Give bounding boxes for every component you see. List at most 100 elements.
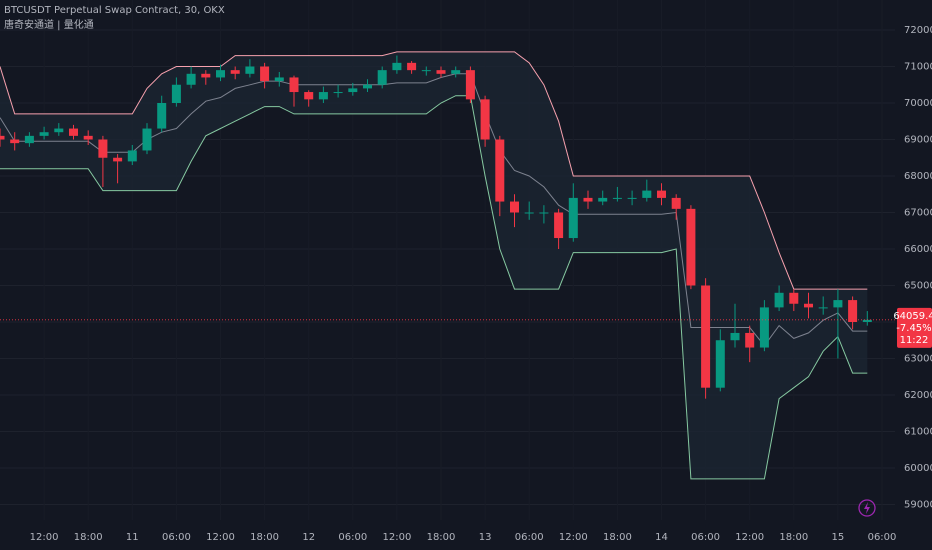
candle-body bbox=[598, 197, 608, 202]
candle-body bbox=[789, 292, 799, 304]
candle-body bbox=[230, 70, 240, 74]
candle-body bbox=[245, 66, 255, 74]
candle-body bbox=[377, 70, 387, 85]
candle-body bbox=[333, 92, 343, 94]
candle-body bbox=[113, 157, 123, 162]
candle-body bbox=[363, 84, 372, 89]
y-tick-label: 72000.0 bbox=[904, 25, 932, 36]
candle-body bbox=[568, 197, 578, 239]
x-tick-label: 12:00 bbox=[735, 532, 764, 543]
candle-body bbox=[612, 197, 622, 199]
candle-body bbox=[436, 70, 446, 74]
y-tick-label: 70000.0 bbox=[904, 98, 932, 109]
x-tick-label: 12 bbox=[302, 532, 315, 543]
x-tick-label: 12:00 bbox=[206, 532, 235, 543]
x-tick-label: 06:00 bbox=[338, 532, 367, 543]
candle-body bbox=[171, 84, 181, 103]
x-tick-label: 18:00 bbox=[779, 532, 808, 543]
candle-body bbox=[186, 73, 196, 85]
candle-body bbox=[304, 92, 314, 100]
candle-body bbox=[83, 135, 93, 140]
x-tick-label: 18:00 bbox=[74, 532, 103, 543]
candle-body bbox=[774, 292, 784, 308]
bolt-circle[interactable] bbox=[858, 499, 876, 517]
x-tick-label: 13 bbox=[479, 532, 492, 543]
last-price-label: 64059.4 bbox=[893, 311, 932, 322]
candle-body bbox=[627, 197, 637, 199]
candle-body bbox=[0, 135, 5, 140]
x-tick-label: 18:00 bbox=[250, 532, 279, 543]
candle-body bbox=[524, 212, 534, 214]
candle-body bbox=[142, 128, 152, 151]
x-tick-label: 12:00 bbox=[559, 532, 588, 543]
candle-body bbox=[583, 197, 593, 202]
x-tick-label: 15 bbox=[832, 532, 845, 543]
candle-body bbox=[465, 70, 475, 100]
candle-body bbox=[10, 139, 20, 144]
candle-body bbox=[201, 73, 211, 78]
x-tick-label: 06:00 bbox=[691, 532, 720, 543]
channel-lower bbox=[0, 95, 868, 480]
y-tick-label: 65000.0 bbox=[904, 280, 932, 291]
chart-title: BTCUSDT Perpetual Swap Contract, 30, OKX bbox=[4, 5, 225, 16]
candle-body bbox=[759, 307, 769, 348]
candle-body bbox=[833, 300, 843, 308]
y-tick-label: 68000.0 bbox=[904, 171, 932, 182]
bolt-icon[interactable] bbox=[858, 499, 876, 517]
bolt[interactable] bbox=[864, 502, 870, 514]
candle-body bbox=[701, 285, 711, 388]
candle-body bbox=[862, 319, 872, 322]
countdown-label: 11:22 bbox=[900, 335, 929, 346]
candle-body bbox=[451, 70, 461, 74]
candle-body bbox=[671, 197, 681, 209]
candle-body bbox=[348, 88, 358, 93]
candle-body bbox=[24, 135, 34, 144]
y-tick-label: 60000.0 bbox=[904, 463, 932, 474]
candle-body bbox=[480, 99, 490, 140]
candle-body bbox=[39, 132, 49, 136]
candle-body bbox=[318, 92, 328, 100]
x-tick-label: 06:00 bbox=[162, 532, 191, 543]
candle-body bbox=[98, 139, 108, 158]
y-tick-label: 63000.0 bbox=[904, 353, 932, 364]
candle-body bbox=[848, 300, 858, 322]
candle-body bbox=[216, 70, 225, 78]
candle-body bbox=[745, 332, 755, 348]
candle-body bbox=[157, 102, 167, 129]
candle-body bbox=[69, 128, 78, 136]
x-tick-label: 18:00 bbox=[427, 532, 456, 543]
candle-body bbox=[686, 208, 696, 286]
y-tick-label: 67000.0 bbox=[904, 207, 932, 218]
candle-body bbox=[554, 212, 564, 239]
y-tick-label: 61000.0 bbox=[904, 426, 932, 437]
indicator-title: 唐奇安通道 | 量化通 bbox=[4, 18, 94, 31]
plot-area bbox=[0, 29, 895, 505]
x-tick-label: 06:00 bbox=[515, 532, 544, 543]
candle-body bbox=[54, 128, 64, 133]
y-tick-label: 66000.0 bbox=[904, 244, 932, 255]
candle-body bbox=[804, 303, 813, 308]
candle-body bbox=[818, 307, 828, 309]
candle-body bbox=[392, 62, 402, 71]
candle-body bbox=[495, 139, 505, 202]
x-tick-label: 18:00 bbox=[603, 532, 632, 543]
candle-body bbox=[510, 201, 519, 213]
channel-upper bbox=[0, 51, 868, 290]
y-tick-label: 69000.0 bbox=[904, 134, 932, 145]
x-tick-label: 11 bbox=[126, 532, 139, 543]
candle-body bbox=[260, 66, 270, 82]
x-tick-label: 06:00 bbox=[868, 532, 897, 543]
y-tick-label: 59000.0 bbox=[904, 499, 932, 510]
x-tick-label: 12:00 bbox=[30, 532, 59, 543]
candle-body bbox=[730, 332, 740, 341]
candle-body bbox=[657, 190, 666, 198]
candle-body bbox=[642, 190, 652, 198]
candle-body bbox=[274, 77, 284, 82]
candle-body bbox=[421, 70, 431, 72]
last-price-box bbox=[897, 307, 932, 348]
y-tick-label: 62000.0 bbox=[904, 390, 932, 401]
x-tick-label: 12:00 bbox=[382, 532, 411, 543]
candle-body bbox=[127, 150, 137, 162]
candle-body bbox=[289, 77, 299, 93]
